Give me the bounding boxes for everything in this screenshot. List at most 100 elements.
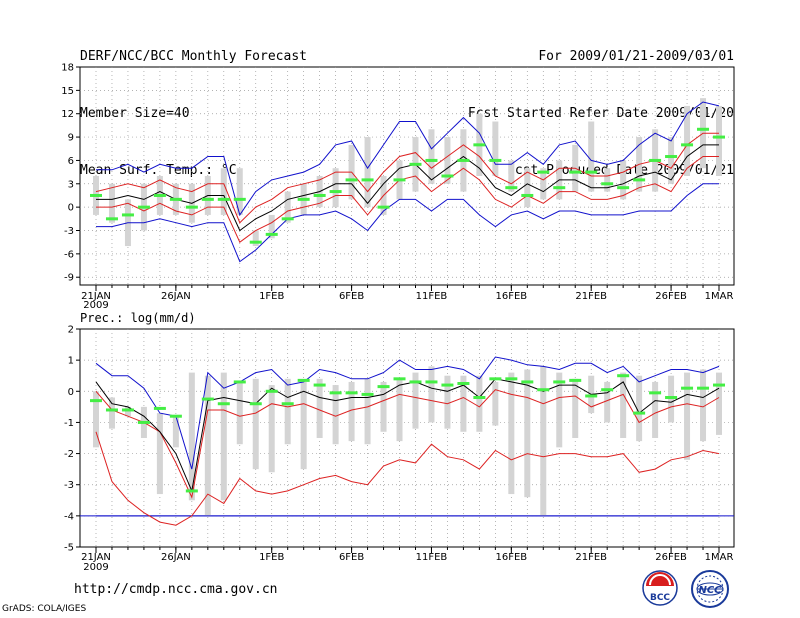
ensemble-box xyxy=(380,381,387,432)
median-marker xyxy=(185,205,198,209)
median-marker xyxy=(313,193,326,197)
median-marker xyxy=(105,217,118,221)
y-tick-label: 15 xyxy=(61,86,74,97)
y-tick-label: 0 xyxy=(68,203,74,214)
header-left: DERF/NCC/BCC Monthly Forecast Member Siz… xyxy=(80,9,307,199)
ensemble-mean-line xyxy=(95,378,720,493)
median-marker xyxy=(473,396,486,400)
ensemble-box xyxy=(252,378,259,470)
median-marker xyxy=(345,391,358,395)
median-marker xyxy=(201,397,214,401)
median-marker xyxy=(90,399,102,403)
lower-envelope-line xyxy=(96,183,719,263)
median-marker xyxy=(425,380,438,384)
ensemble-box xyxy=(252,230,259,247)
ensemble-box xyxy=(716,372,722,435)
ensemble-box xyxy=(668,375,675,423)
ensemble-box xyxy=(220,372,227,501)
x-tick-label: 26FEB xyxy=(655,291,687,302)
x-tick-label: 26FEB xyxy=(655,552,687,563)
median-marker xyxy=(313,383,326,387)
y-tick-label: 12 xyxy=(61,109,74,120)
median-marker xyxy=(649,391,662,395)
median-marker xyxy=(217,402,230,406)
x-tick-label: 1MAR xyxy=(705,291,734,302)
ensemble-box xyxy=(332,168,339,208)
lower-spread-line xyxy=(95,431,720,526)
ensemble-box xyxy=(364,137,371,208)
ensemble-box xyxy=(188,372,195,501)
ensemble-box xyxy=(412,372,419,429)
upper-envelope-line xyxy=(95,356,720,470)
median-marker xyxy=(649,158,662,162)
y-tick-label: -2 xyxy=(64,449,74,460)
median-marker xyxy=(569,170,582,174)
ensemble-box xyxy=(620,160,627,200)
ensemble-box xyxy=(93,391,99,448)
lower-spread-line xyxy=(96,156,719,243)
ensemble-box xyxy=(204,375,211,516)
median-marker xyxy=(281,217,294,221)
chart-panel-temperature: -9 -6 -3 0 3 6 9 12 15 18 21JAN 26JAN 1FEB 6FEB 11FEB 1… xyxy=(61,63,735,311)
grads-credit: GrADS: COLA/IGES xyxy=(2,604,87,614)
median-marker xyxy=(409,380,422,384)
forecast-period: For 2009/01/21-2009/03/01 xyxy=(538,49,734,64)
median-marker xyxy=(569,378,582,382)
median-marker xyxy=(249,240,262,244)
median-marker xyxy=(265,232,278,236)
median-marker xyxy=(633,178,646,182)
y-tick-label: -1 xyxy=(64,418,74,429)
ensemble-box xyxy=(556,372,563,448)
ensemble-box xyxy=(236,381,243,445)
median-marker xyxy=(201,197,214,201)
x-tick-label: 21FEB xyxy=(575,291,607,302)
median-marker xyxy=(537,170,550,174)
y-tick-label: 3 xyxy=(68,179,74,190)
forecast-start-date: Fcst Started Refer Date 2009/01/20 xyxy=(467,106,734,121)
forecast-title: DERF/NCC/BCC Monthly Forecast xyxy=(80,49,307,64)
ensemble-box xyxy=(540,366,547,516)
ensemble-box xyxy=(588,121,595,192)
median-marker xyxy=(121,408,134,412)
x-tick-label: 1FEB xyxy=(259,552,284,563)
ensemble-box xyxy=(284,191,291,223)
x-tick-label: 11FEB xyxy=(416,552,448,563)
y-tick-label: -5 xyxy=(64,543,74,554)
temperature-variable-label: Mean Surf. Temp.: °C xyxy=(80,163,237,178)
ensemble-box xyxy=(236,168,243,215)
median-marker xyxy=(217,197,230,201)
median-marker xyxy=(521,380,534,384)
median-marker xyxy=(90,193,102,197)
median-marker xyxy=(489,158,502,162)
median-marker xyxy=(185,489,198,493)
median-marker xyxy=(537,388,550,392)
ensemble-box xyxy=(364,378,371,445)
ensemble-mean-line xyxy=(96,144,719,232)
median-marker xyxy=(521,193,534,197)
x-tick-label: 21FEB xyxy=(575,552,607,563)
ensemble-box xyxy=(492,121,499,176)
median-marker xyxy=(665,396,678,400)
chart-panel-precipitation: -5 -4 -3 -2 -1 0 1 2 21JAN 26JAN 1FEB 6FEB 11FEB 16FE… xyxy=(64,311,735,573)
median-marker xyxy=(233,380,246,384)
median-marker xyxy=(713,383,725,387)
median-marker xyxy=(297,197,310,201)
x-tick-label: 26JAN xyxy=(161,291,191,302)
ensemble-box xyxy=(716,105,722,176)
median-marker xyxy=(249,402,262,406)
panel-title: Prec.: log(mm/d) xyxy=(80,311,196,325)
median-marker xyxy=(457,382,470,385)
median-marker xyxy=(505,186,518,190)
y-tick-label: -4 xyxy=(64,511,74,522)
median-marker xyxy=(281,402,294,406)
median-marker xyxy=(169,197,182,201)
ensemble-box xyxy=(284,378,291,445)
ensemble-box xyxy=(444,137,451,184)
median-marker xyxy=(585,394,598,398)
median-marker xyxy=(697,127,710,131)
source-url[interactable]: http://cmdp.ncc.cma.gov.cn xyxy=(74,582,278,597)
ensemble-box xyxy=(348,381,355,442)
median-marker xyxy=(553,186,566,190)
y-tick-label: 2 xyxy=(68,325,74,336)
member-size: Member Size=40 xyxy=(80,106,190,121)
